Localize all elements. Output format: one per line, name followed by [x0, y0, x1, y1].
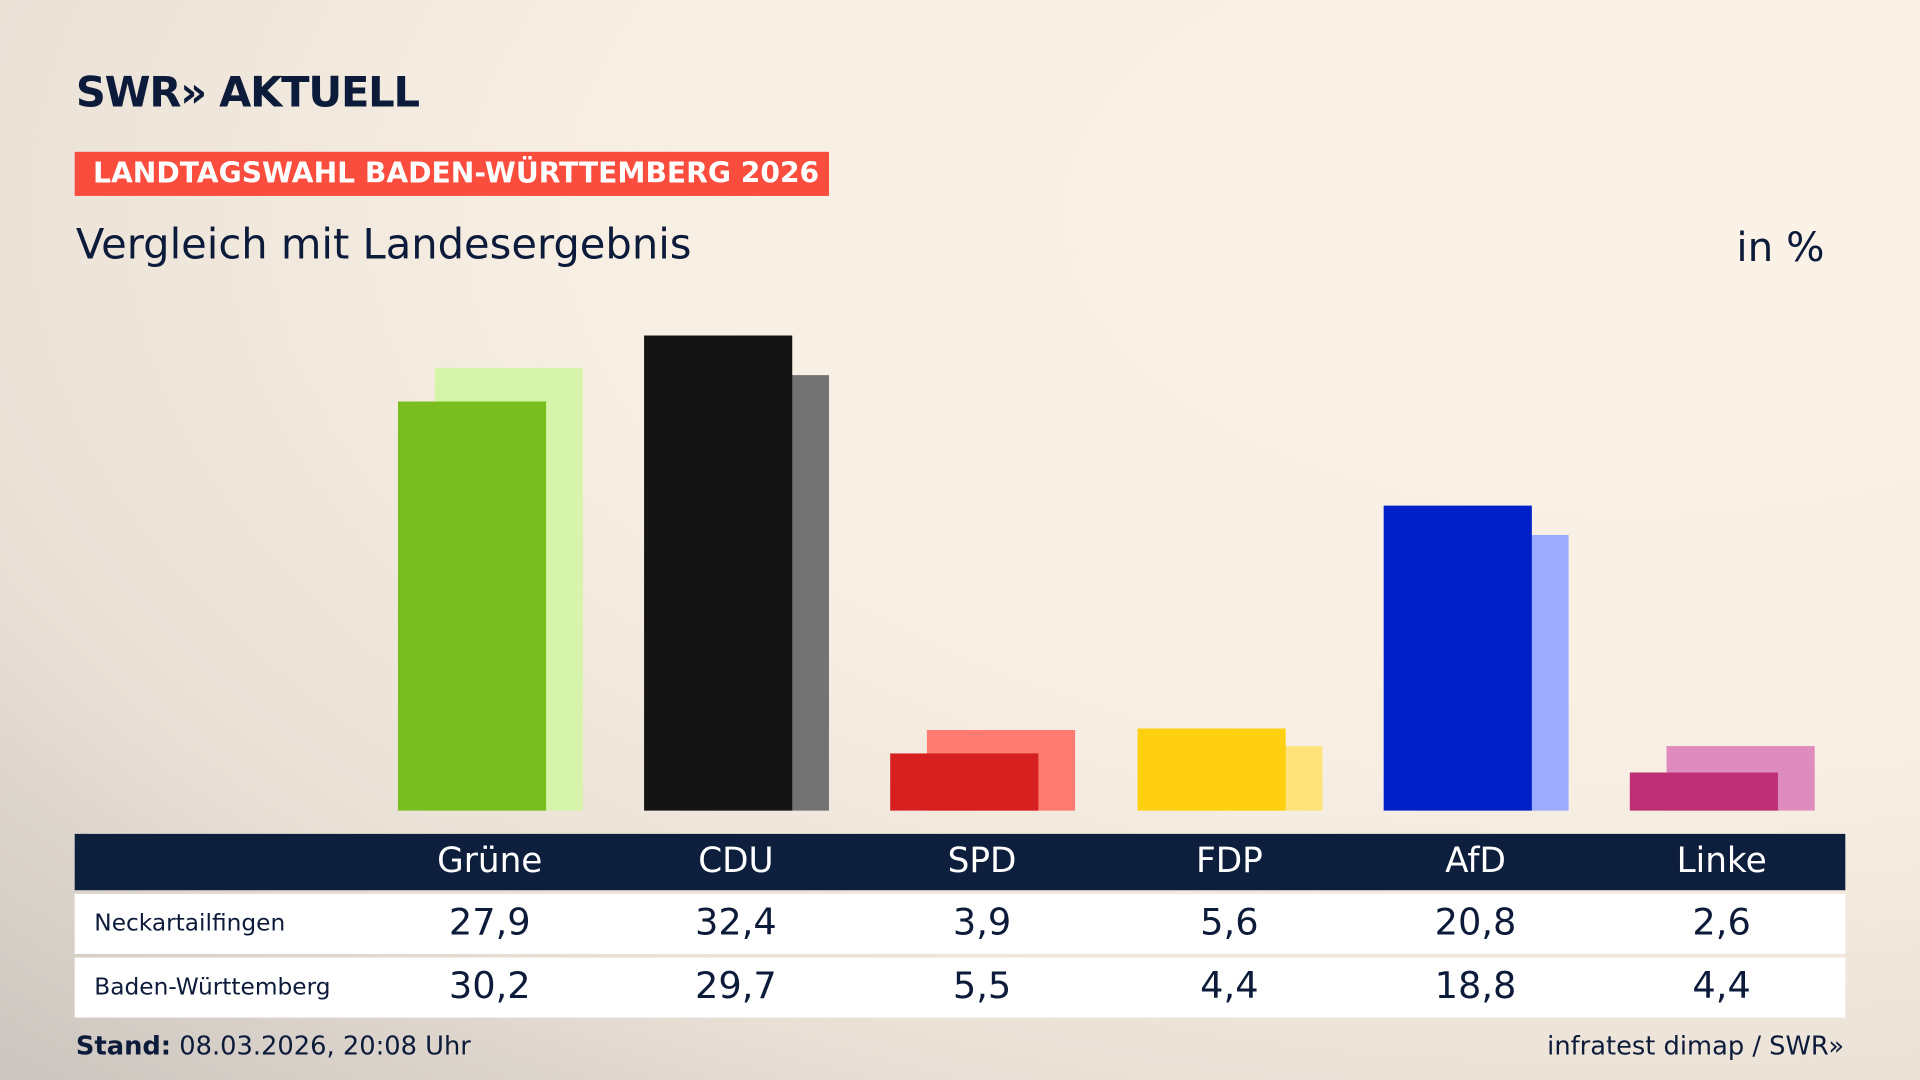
value-cell: 2,6 — [1692, 901, 1751, 945]
column-header: AfD — [1445, 840, 1506, 881]
column-header: FDP — [1195, 840, 1263, 881]
bar-local-spd — [890, 753, 1039, 811]
row-label: Baden-Württemberg — [94, 973, 331, 1001]
results-table: Grüne CDU SPD FDP AfD Linke Neckartailfingen 2… — [74, 833, 1846, 1018]
column-header: Linke — [1676, 840, 1767, 881]
chart-subtitle: Vergleich mit Landesergebnis — [75, 220, 692, 270]
table-row: Baden-Württemberg 30,2 29,7 5,5 4,4 18,8 4,4 — [74, 957, 1846, 1018]
column-header: CDU — [698, 840, 774, 881]
value-cell: 4,4 — [1200, 964, 1259, 1008]
bar-local-grüne — [397, 401, 547, 811]
source: infratest dimap / SWR» — [1547, 1031, 1845, 1061]
election-tag: LANDTAGSWAHL BADEN-WÜRTTEMBERG 2026 — [74, 151, 829, 196]
value-cell: 5,5 — [952, 964, 1012, 1008]
value-cell: 30,2 — [448, 964, 531, 1008]
value-cell: 32,4 — [695, 901, 777, 945]
bar-local-linke — [1629, 772, 1778, 811]
value-cell: 20,8 — [1434, 901, 1517, 945]
value-cell: 4,4 — [1692, 964, 1751, 1008]
stand-value: 08.03.2026, 20:08 Uhr — [179, 1031, 471, 1061]
stand-label: Stand: — [75, 1031, 172, 1061]
value-cell: 18,8 — [1434, 964, 1517, 1008]
table-row: Neckartailfingen 27,9 32,4 3,9 5,6 20,8 2,6 — [74, 893, 1846, 954]
column-header: SPD — [947, 840, 1017, 881]
swr-aktuell-logo: SWR» AKTUELL — [75, 68, 420, 118]
bar-local-cdu — [644, 335, 793, 811]
column-header: Grüne — [437, 840, 543, 881]
bar-local-fdp — [1137, 728, 1286, 811]
unit-label: in % — [1736, 222, 1825, 271]
value-cell: 29,7 — [695, 964, 777, 1008]
value-cell: 27,9 — [448, 901, 531, 945]
timestamp: Stand: 08.03.2026, 20:08 Uhr — [76, 1031, 471, 1060]
value-cell: 5,6 — [1200, 901, 1259, 945]
table-header: Grüne CDU SPD FDP AfD Linke — [74, 833, 1846, 891]
row-label: Neckartailfingen — [94, 909, 286, 937]
bar-local-afd — [1383, 505, 1532, 811]
value-cell: 3,9 — [952, 901, 1012, 945]
